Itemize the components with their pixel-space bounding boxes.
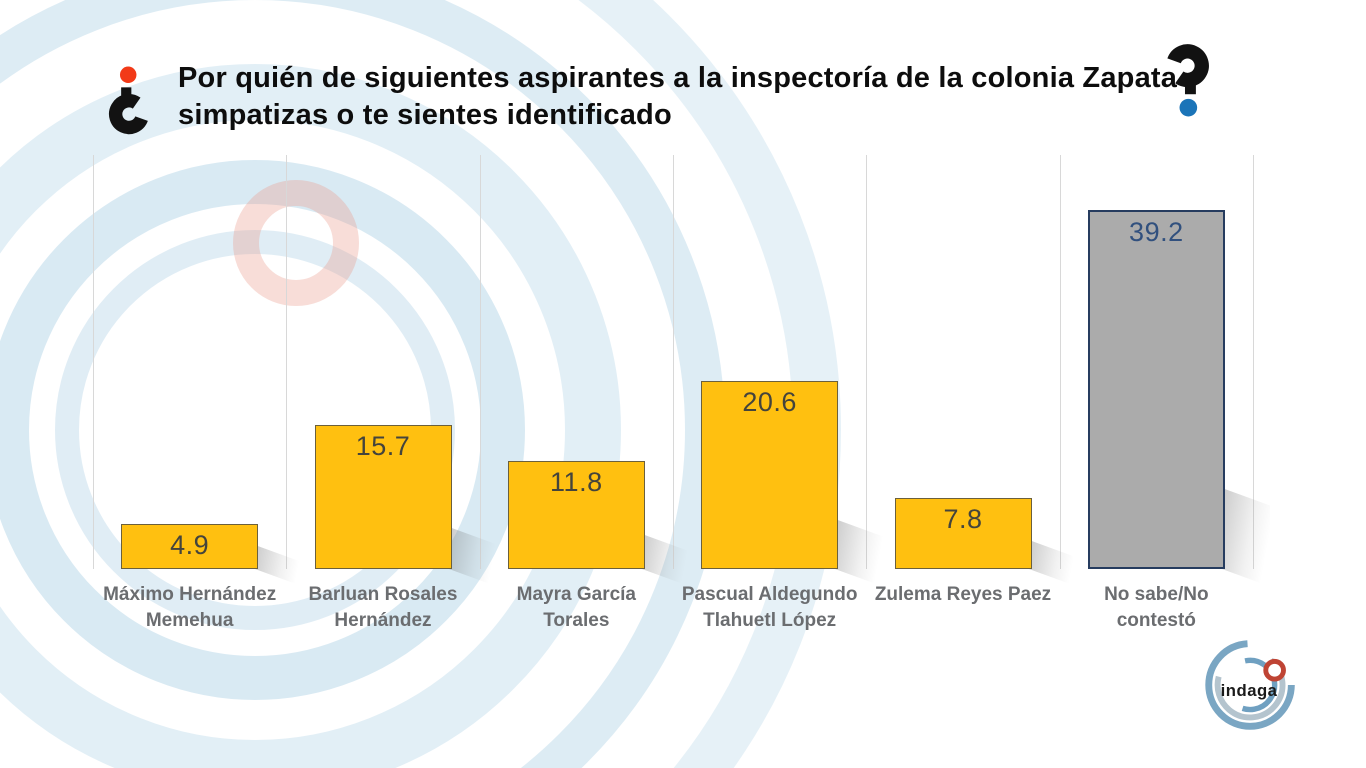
bar: 20.6 — [701, 381, 839, 569]
bar-shadow — [835, 519, 884, 587]
gridline — [479, 155, 481, 569]
question-mark-icon — [1167, 44, 1209, 117]
gridline — [673, 155, 674, 569]
gridline — [286, 155, 288, 569]
question-stem — [1184, 81, 1196, 95]
question-dot — [1179, 98, 1198, 117]
question-glyph — [1167, 44, 1209, 88]
gridline — [93, 155, 94, 569]
category-label: No sabe/No contestó — [1104, 584, 1209, 631]
bar: 15.7 — [314, 425, 452, 569]
bar-value-label: 39.2 — [1129, 217, 1184, 247]
category-label: Zulema Reyes Paez — [874, 584, 1052, 605]
gridline — [1253, 155, 1254, 569]
watermark-red-ring — [233, 180, 359, 306]
bar-value-label: 15.7 — [355, 431, 411, 461]
logo-red-ring — [1263, 658, 1286, 682]
bar: 39.2 — [1087, 210, 1225, 569]
bar-value-label: 11.8 — [550, 467, 603, 497]
inverted-question-dot — [119, 66, 137, 84]
category-label: Mayra García Torales — [516, 584, 637, 631]
bar: 7.8 — [894, 498, 1032, 569]
bar-value-label: 4.9 — [170, 530, 210, 560]
bar-value-label: 7.8 — [943, 504, 983, 534]
category-label: Máximo Hernández Memehua — [103, 584, 277, 631]
bar-value-label: 20.6 — [742, 387, 797, 417]
inverted-question-stem — [121, 87, 132, 100]
inverted-question-mark-icon — [109, 66, 148, 135]
gridline — [866, 155, 868, 569]
bar-shadow — [1028, 540, 1077, 587]
gridline — [1059, 155, 1061, 569]
bar-shadow — [255, 545, 304, 587]
logo-text: indaga — [1221, 681, 1278, 700]
bar: 11.8 — [507, 461, 645, 569]
bar-shadow — [1221, 488, 1270, 587]
page-title: Por quién de siguientes aspirantes a la … — [178, 62, 1178, 131]
logo-outer-arc — [1205, 640, 1295, 730]
category-label: Barluan Rosales Hernández — [308, 584, 458, 631]
bar: 4.9 — [121, 524, 259, 569]
inverted-question-glyph — [109, 94, 148, 135]
bar-shadow — [448, 527, 497, 587]
indaga-logo: indaga — [1205, 640, 1295, 730]
category-label: Pascual Aldegundo Tlahuetl López — [681, 584, 858, 631]
bar-shadow — [641, 534, 690, 587]
